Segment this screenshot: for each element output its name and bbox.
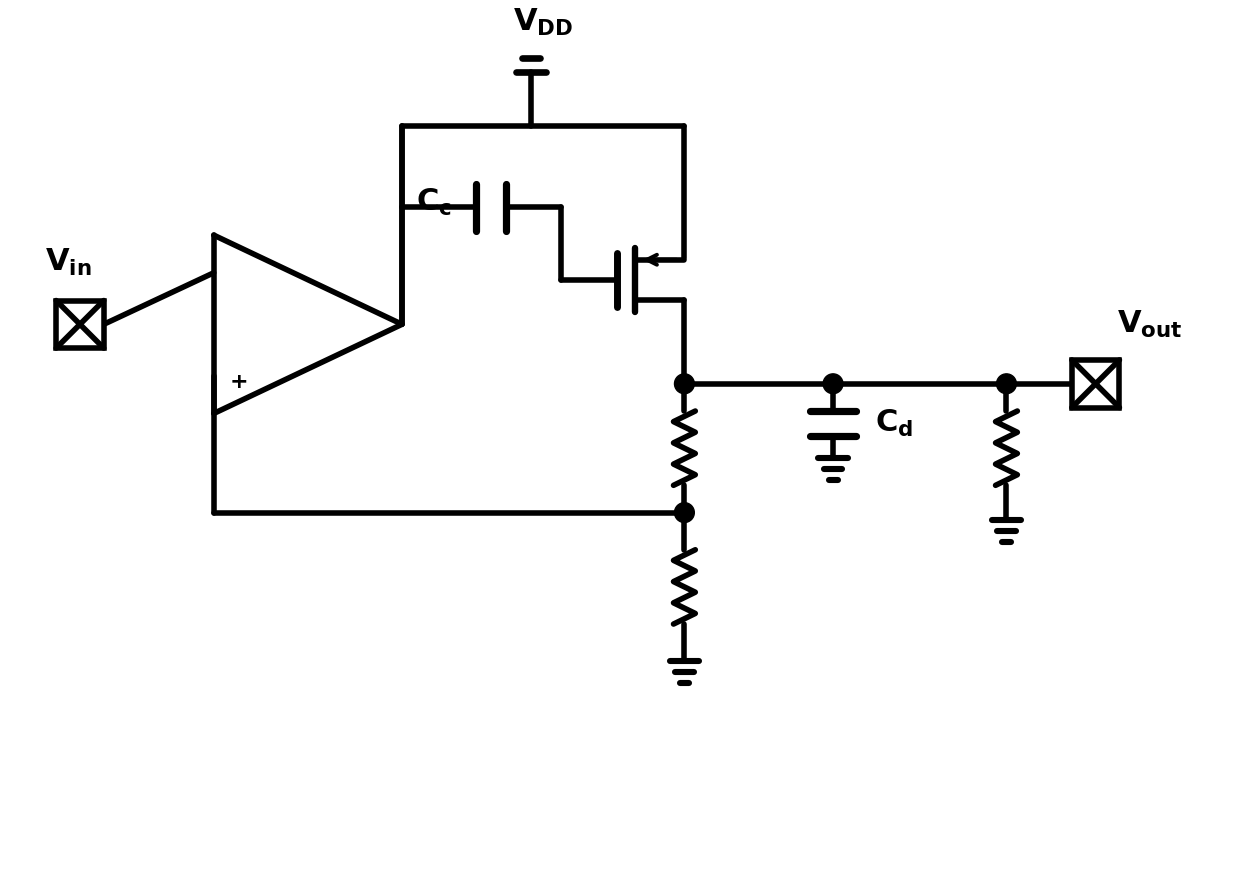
Circle shape — [823, 374, 843, 393]
Circle shape — [997, 374, 1017, 393]
Text: $\mathbf{V_{out}}$: $\mathbf{V_{out}}$ — [1117, 309, 1183, 340]
Text: $\mathbf{V}_{\mathbf{in}}$: $\mathbf{V}_{\mathbf{in}}$ — [45, 247, 92, 279]
Bar — [1071, 360, 1120, 407]
Circle shape — [675, 374, 694, 393]
Circle shape — [675, 503, 694, 522]
Text: $\mathbf{V_{DD}}$: $\mathbf{V_{DD}}$ — [512, 6, 573, 38]
Text: $\mathbf{C_c}$: $\mathbf{C_c}$ — [415, 187, 451, 218]
Text: $\mathbf{C_d}$: $\mathbf{C_d}$ — [875, 407, 914, 439]
Bar — [56, 301, 104, 348]
Text: $\mathbf{+}$: $\mathbf{+}$ — [229, 370, 248, 392]
